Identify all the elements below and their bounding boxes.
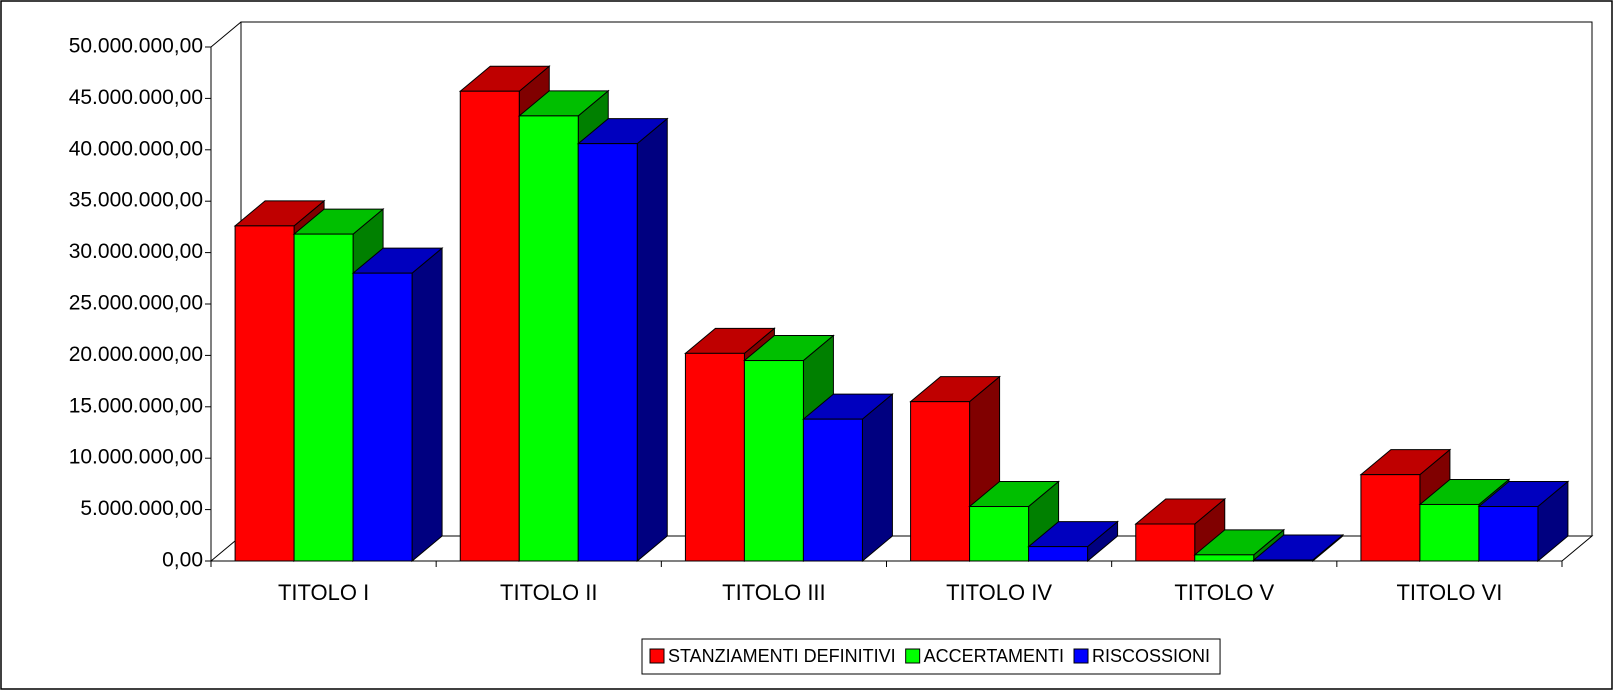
bars <box>233 65 1570 563</box>
x-tick-label: TITOLO II <box>500 580 597 605</box>
bar <box>684 352 745 562</box>
bar-side <box>861 393 893 563</box>
y-tick-label: 35.000.000,00 <box>69 189 203 212</box>
bar <box>910 401 971 562</box>
bar <box>1135 523 1196 562</box>
bar <box>1478 506 1539 562</box>
bar-3d <box>1477 480 1570 563</box>
x-tick-label: TITOLO V <box>1174 580 1274 605</box>
bar-3d <box>1027 520 1119 563</box>
bar-3d <box>802 393 894 563</box>
bar-3d <box>576 117 669 563</box>
bar <box>802 418 863 562</box>
bar <box>1253 559 1314 562</box>
y-axis-top <box>210 21 242 48</box>
bar <box>518 115 579 562</box>
bar <box>969 506 1030 562</box>
x-tick-label: TITOLO III <box>722 580 826 605</box>
legend-label: STANZIAMENTI DEFINITIVI <box>668 646 896 666</box>
x-tick-label: TITOLO VI <box>1396 580 1502 605</box>
bar <box>234 225 295 562</box>
bar <box>1419 503 1480 562</box>
y-tick-label: 10.000.000,00 <box>69 446 203 469</box>
legend-box <box>641 638 1221 675</box>
bar-3d <box>351 247 444 563</box>
bar <box>1360 474 1421 562</box>
y-tick-label: 5.000.000,00 <box>80 497 203 520</box>
y-tick-label: 50.000.000,00 <box>69 35 203 58</box>
bar-3d <box>1134 497 1227 563</box>
bar <box>293 233 354 562</box>
x-tick-label: TITOLO I <box>278 580 369 605</box>
bar <box>459 90 520 562</box>
bar <box>577 143 638 562</box>
bar-side <box>411 247 443 563</box>
legend-label: ACCERTAMENTI <box>924 646 1064 666</box>
y-tick-label: 40.000.000,00 <box>69 137 203 160</box>
bar-3d <box>1252 533 1345 563</box>
y-tick-label: 15.000.000,00 <box>69 394 203 417</box>
y-tick-label: 0,00 <box>162 549 203 572</box>
bar <box>352 272 413 562</box>
bar <box>743 360 804 562</box>
walls: 0,00 5.000.000,00 10.000.000,00 15.000.000,… <box>69 21 1594 605</box>
legend: STANZIAMENTI DEFINITIVI ACCERTAMENTI RISCO… <box>641 638 1221 675</box>
y-tick-label: 45.000.000,00 <box>69 86 203 109</box>
legend-swatch <box>905 648 921 664</box>
bar <box>1028 546 1089 562</box>
y-tick-label: 20.000.000,00 <box>69 343 203 366</box>
legend-label: RISCOSSIONI <box>1092 646 1210 666</box>
bar-side <box>636 117 668 563</box>
bar <box>1194 554 1255 562</box>
y-tick-label: 25.000.000,00 <box>69 292 203 315</box>
legend-swatch <box>1073 648 1089 664</box>
y-tick-label: 30.000.000,00 <box>69 240 203 263</box>
x-tick-label: TITOLO IV <box>946 580 1052 605</box>
legend-swatch <box>649 648 665 664</box>
